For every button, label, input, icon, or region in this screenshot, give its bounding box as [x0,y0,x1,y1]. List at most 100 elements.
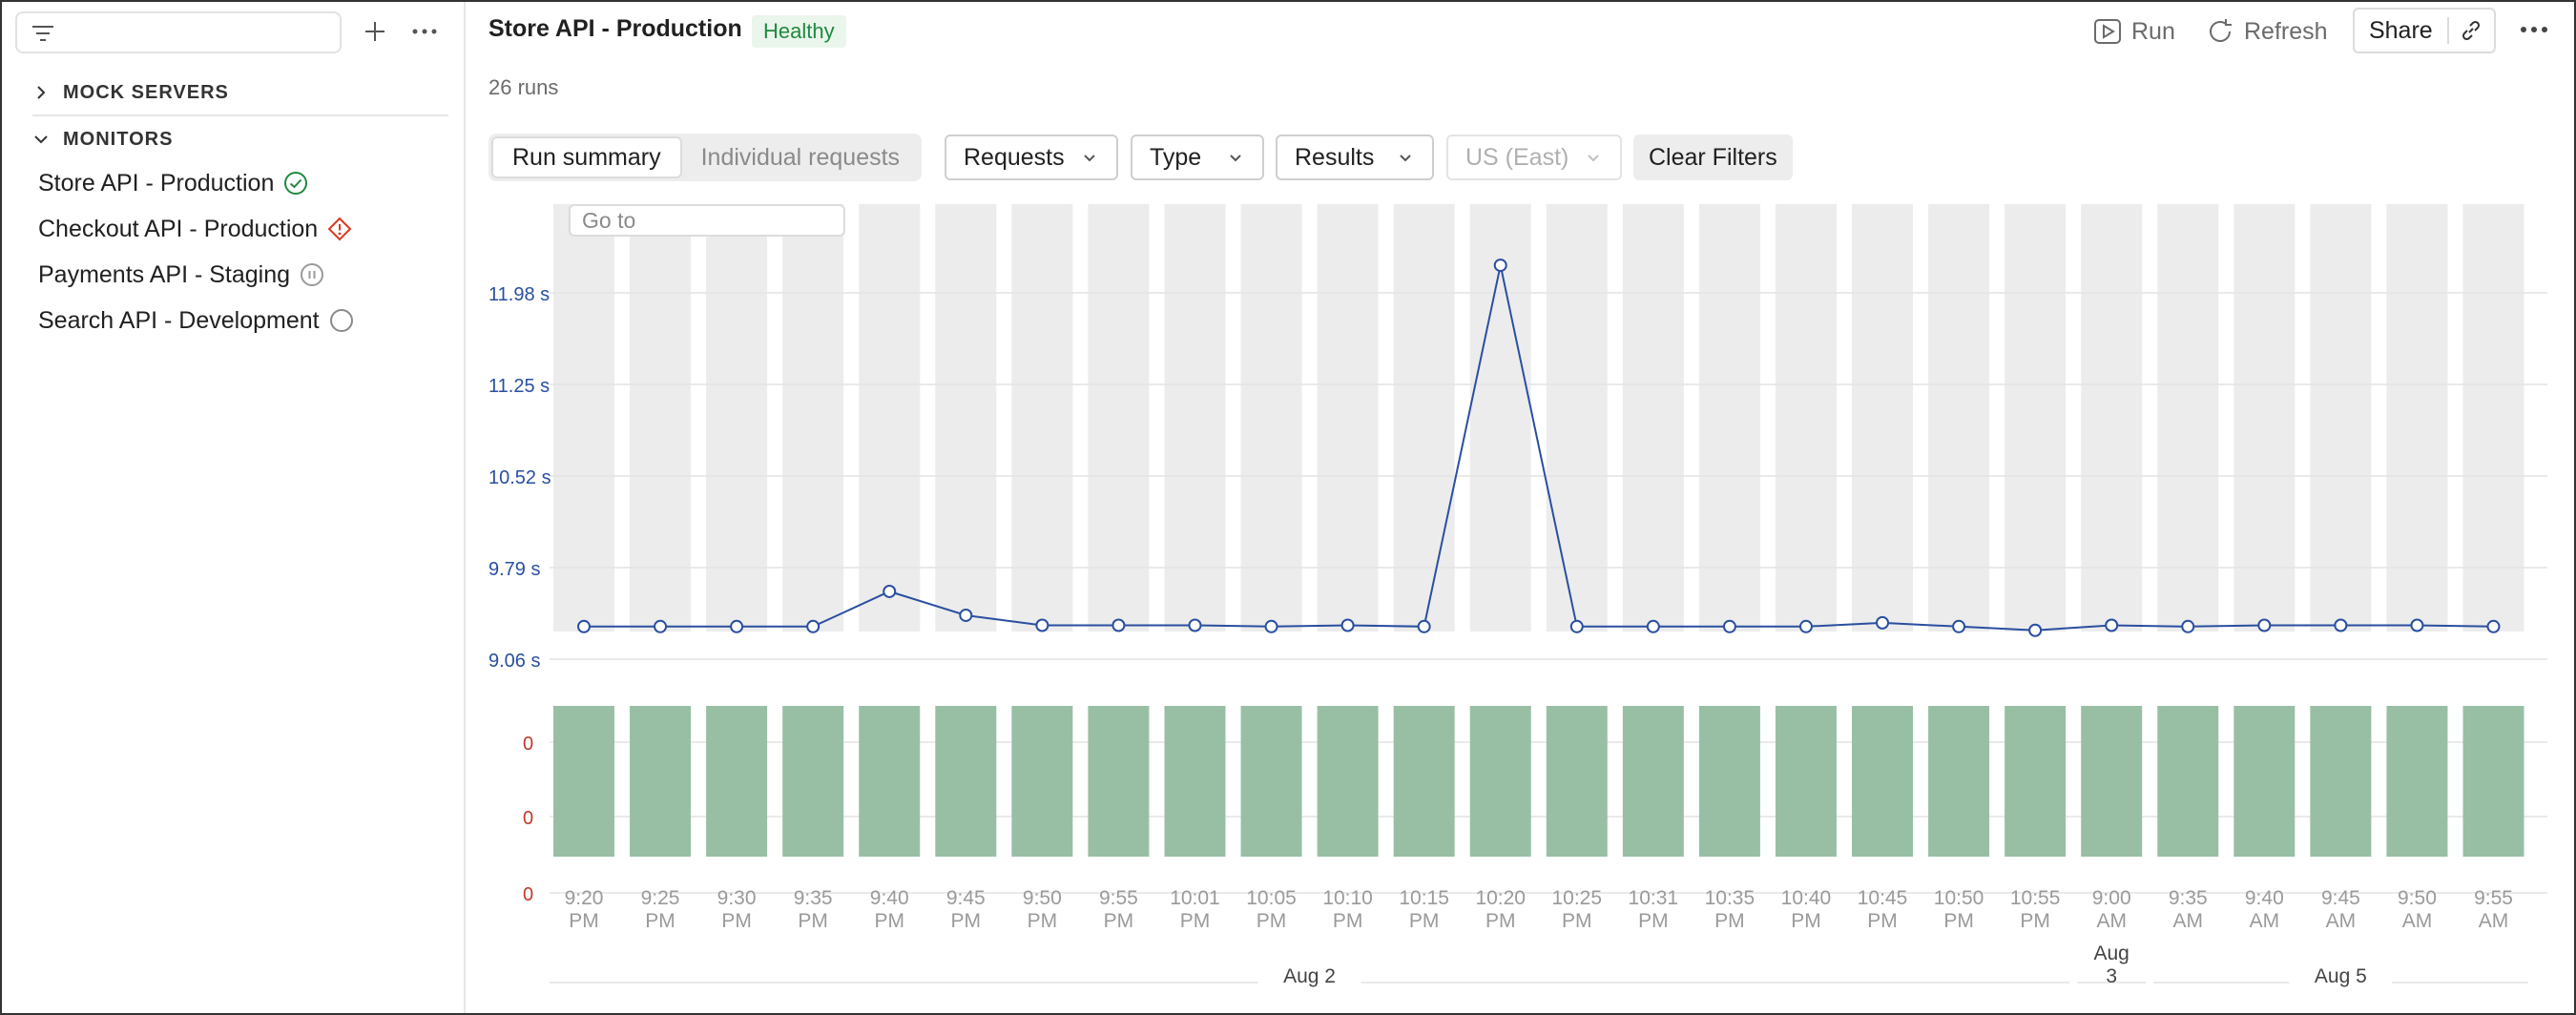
x-tick-label: 10:01 PM [1170,887,1220,932]
x-tick-label: 9:50 PM [1023,887,1062,932]
share-group: Share [2353,8,2496,53]
share-button[interactable]: Share [2355,17,2449,44]
x-tick-label: 9:30 PM [717,887,757,932]
goto-input[interactable]: Go to [569,204,845,237]
data-point [883,584,897,598]
x-tick-label: 10:50 PM [1934,887,1984,932]
x-tick-label: 9:20 PM [565,887,604,932]
run-column [706,204,768,632]
run-column [1011,204,1073,632]
warning-diamond-icon [327,217,352,241]
run-label: Run [2131,17,2175,45]
x-tick-label: 9:55 PM [1099,887,1138,932]
divider [32,114,448,116]
type-filter-dropdown[interactable]: Type [1131,135,1264,180]
monitor-item-search-api[interactable]: Search API - Development [38,303,354,338]
x-tick-label: 10:35 PM [1705,887,1755,932]
pass-bar [935,706,997,857]
run-column [1317,204,1379,632]
data-point [806,619,821,633]
monitor-label: Payments API - Staging [38,260,291,288]
data-point [2410,618,2424,632]
x-tick-label: 10:45 PM [1858,887,1908,932]
run-column [1088,204,1150,632]
result-y-label: 0 [523,808,533,829]
refresh-label: Refresh [2244,17,2328,45]
add-button[interactable] [359,15,391,48]
chevron-down-icon [1588,155,1599,162]
filter-label: Type [1150,143,1202,171]
results-filter-dropdown[interactable]: Results [1276,135,1434,180]
monitor-item-payments-api[interactable]: Payments API - Staging [38,258,324,292]
x-tick-label: 10:40 PM [1781,887,1832,932]
x-tick-label: 9:35 AM [2169,887,2208,932]
y-tick-label: 11.98 s [488,284,550,305]
date-group-label: Aug 2 [1283,965,1336,987]
data-point [1493,259,1507,273]
pass-bar [1240,706,1302,857]
tab-individual-requests[interactable]: Individual requests [700,143,901,171]
monitor-item-checkout-api[interactable]: Checkout API - Production [38,212,352,246]
sidebar-more-button[interactable] [408,15,441,48]
data-point [2257,618,2272,632]
x-tick-label: 9:35 PM [794,887,833,932]
monitor-label: Search API - Development [38,306,320,334]
requests-filter-dropdown[interactable]: Requests [945,135,1118,180]
run-column [1469,204,1531,632]
sidebar-filter-input[interactable] [15,11,342,53]
run-column [935,204,997,632]
more-horizontal-icon [412,29,437,34]
refresh-button[interactable]: Refresh [2206,13,2328,50]
y-tick-label: 9.06 s [488,651,540,672]
pass-bar [1928,706,1990,857]
data-point [2334,618,2348,632]
x-tick-label: 10:31 PM [1629,887,1679,932]
y-tick-label: 11.25 s [488,376,550,397]
run-column [859,204,921,632]
chevron-down-icon [1230,155,1241,162]
pass-bar [1393,706,1455,857]
copy-link-button[interactable] [2449,18,2494,43]
data-point [1952,619,1966,633]
pause-circle-icon [301,263,324,286]
monitor-label: Store API - Production [38,169,275,197]
section-mock-servers[interactable]: MOCK SERVERS [32,78,229,107]
data-point [730,619,744,633]
empty-circle-icon [329,309,353,332]
x-tick-label: 10:55 PM [2010,887,2061,932]
pass-bar [706,706,768,857]
x-tick-label: 9:55 AM [2474,887,2513,932]
run-column [1698,204,1760,632]
region-filter-dropdown[interactable]: US (East) [1446,135,1622,180]
pass-bar [1317,706,1379,857]
pass-bar [1775,706,1837,857]
x-tick-label: 9:50 AM [2398,887,2437,932]
monitor-label: Checkout API - Production [38,215,319,242]
runs-count: 26 runs [488,75,559,99]
run-column [2233,204,2296,632]
monitor-item-store-api[interactable]: Store API - Production [38,166,308,200]
tab-run-summary[interactable]: Run summary [491,136,682,178]
more-options-button[interactable] [2515,15,2553,44]
chevron-down-icon [1400,155,1411,162]
run-button[interactable]: Run [2093,13,2175,50]
pass-bar [630,706,692,857]
data-point [1646,619,1660,633]
check-circle-icon [284,172,308,195]
y-tick-label: 10.52 s [488,467,551,488]
run-column [1928,204,1990,632]
run-column [2005,204,2067,632]
pass-bar [2310,706,2372,857]
pass-bar [859,706,921,857]
x-tick-label: 9:00 AM [2092,887,2131,932]
data-point [2028,623,2043,637]
status-badge: Healthy [752,15,846,48]
run-column [1852,204,1914,632]
x-tick-label: 10:20 PM [1475,887,1526,932]
section-monitors[interactable]: MONITORS [32,125,173,154]
pass-bar [553,706,614,857]
sidebar: MOCK SERVERS MONITORS Store API - Produc… [2,2,466,1013]
x-tick-label: 10:05 PM [1246,887,1297,932]
clear-filters-button[interactable]: Clear Filters [1633,135,1793,180]
